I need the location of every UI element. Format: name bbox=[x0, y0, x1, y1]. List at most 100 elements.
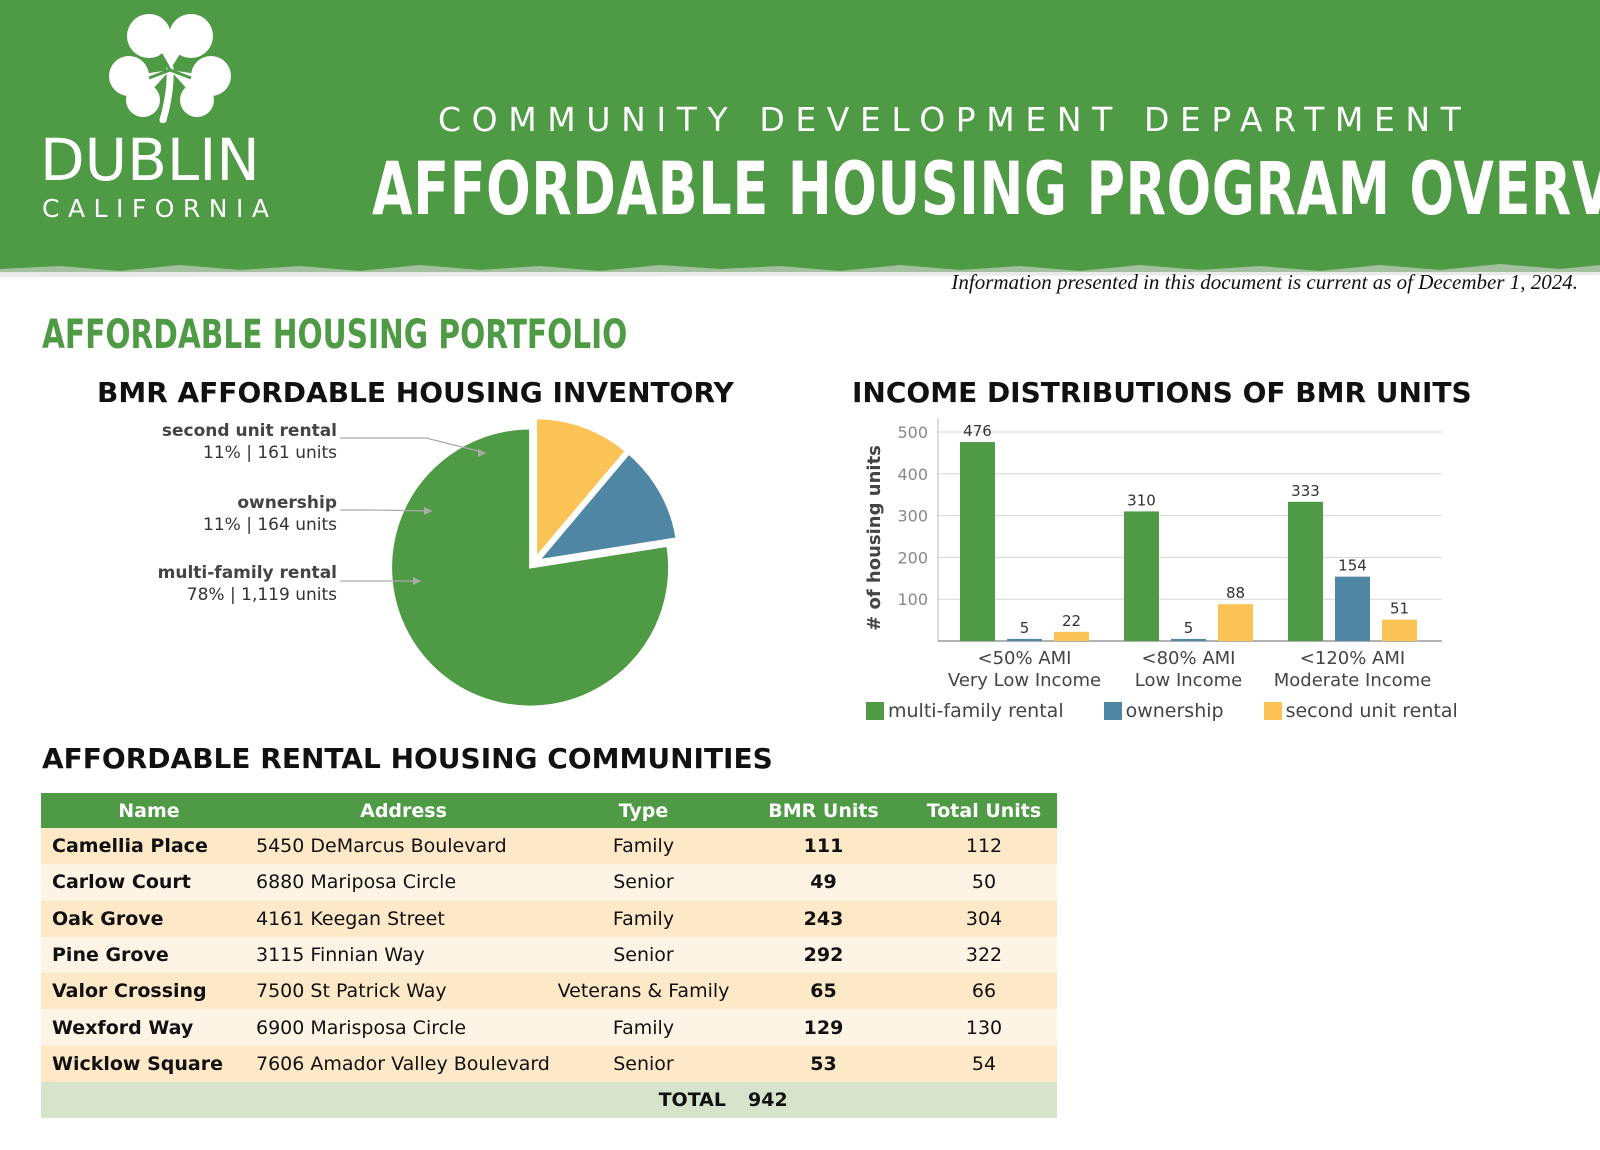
y-axis-label: # of housing units bbox=[864, 445, 885, 631]
pie-label-name: second unit rental bbox=[161, 421, 337, 441]
pie-chart bbox=[340, 417, 678, 708]
pie-leader-arrow bbox=[424, 507, 432, 515]
pie-slice-multi-family-rental bbox=[390, 427, 671, 708]
bar bbox=[1054, 631, 1089, 641]
cell-name: Wexford Way bbox=[41, 1009, 246, 1046]
pie-leader-line bbox=[340, 437, 487, 454]
table-row: Wexford Way 6900 Marisposa Circle Family… bbox=[41, 1009, 1057, 1046]
legend-item: ownership bbox=[1103, 700, 1224, 722]
cell-address: 3115 Finnian Way bbox=[246, 936, 551, 974]
cell-bmr-units: 292 bbox=[736, 936, 911, 974]
table-row: Pine Grove 3115 Finnian Way Senior 292 3… bbox=[41, 936, 1057, 974]
bar-value-label: 310 bbox=[1127, 491, 1156, 509]
pie-label-ownership: ownership 11% | 164 units bbox=[0, 492, 337, 536]
y-tick-label: 300 bbox=[897, 507, 928, 526]
cell-total-units: 304 bbox=[911, 900, 1057, 937]
total-label: TOTAL bbox=[41, 1082, 736, 1119]
cell-address: 6900 Marisposa Circle bbox=[246, 1009, 551, 1046]
cell-name: Oak Grove bbox=[41, 900, 246, 937]
cell-name: Wicklow Square bbox=[41, 1045, 246, 1083]
column-header-address: Address bbox=[246, 793, 551, 828]
header-banner: DUBLIN CALIFORNIA COMMUNITY DEVELOPMENT … bbox=[0, 0, 1600, 272]
cell-bmr-units: 53 bbox=[736, 1045, 911, 1083]
table-header-row: Name Address Type BMR Units Total Units bbox=[41, 793, 1057, 828]
x-tick-label: <50% AMI bbox=[978, 648, 1072, 669]
cell-bmr-units: 129 bbox=[736, 1009, 911, 1046]
y-tick-label: 200 bbox=[897, 548, 928, 567]
pie-label-separator: | bbox=[246, 443, 252, 463]
bar-chart-title: INCOME DISTRIBUTIONS OF BMR UNITS bbox=[852, 376, 1472, 409]
cell-address: 6880 Mariposa Circle bbox=[246, 864, 551, 901]
cell-type: Senior bbox=[551, 936, 736, 974]
cell-name: Valor Crossing bbox=[41, 973, 246, 1010]
bar-value-label: 333 bbox=[1291, 482, 1320, 500]
logo-title: DUBLIN bbox=[40, 126, 260, 194]
bar bbox=[1382, 619, 1417, 641]
cell-address: 5450 DeMarcus Boulevard bbox=[246, 828, 551, 865]
table-row: Oak Grove 4161 Keegan Street Family 243 … bbox=[41, 900, 1057, 937]
pie-label-separator: | bbox=[229, 585, 236, 605]
cell-total-units: 112 bbox=[911, 828, 1057, 865]
cell-bmr-units: 65 bbox=[736, 973, 911, 1010]
cell-bmr-units: 49 bbox=[736, 864, 911, 901]
pie-label-separator: | bbox=[246, 515, 252, 535]
cell-type: Family bbox=[551, 900, 736, 937]
column-header-bmr-units: BMR Units bbox=[736, 793, 911, 828]
legend-swatch bbox=[866, 702, 884, 720]
cell-name: Pine Grove bbox=[41, 936, 246, 974]
bar bbox=[1007, 638, 1042, 641]
bar-chart: 100 200 300 400 500 # of housing units 476 5 22 <… bbox=[864, 418, 1442, 691]
cell-name: Carlow Court bbox=[41, 864, 246, 901]
cell-total-units: 322 bbox=[911, 936, 1057, 974]
bar-value-label: 51 bbox=[1390, 600, 1409, 618]
x-tick-sublabel: Low Income bbox=[1135, 670, 1242, 691]
bar-value-label: 5 bbox=[1184, 619, 1194, 637]
y-tick-label: 100 bbox=[897, 590, 928, 609]
pie-slice-ownership bbox=[536, 452, 678, 562]
bar bbox=[1218, 604, 1253, 641]
bar-value-label: 22 bbox=[1062, 612, 1081, 630]
bar bbox=[1171, 638, 1206, 641]
legend-swatch bbox=[1103, 702, 1122, 720]
department-name: COMMUNITY DEVELOPMENT DEPARTMENT bbox=[438, 100, 1472, 139]
cell-type: Family bbox=[551, 828, 736, 865]
bar-value-label: 88 bbox=[1226, 584, 1245, 602]
bar bbox=[1288, 501, 1323, 641]
section-title: AFFORDABLE HOUSING PORTFOLIO bbox=[42, 312, 628, 358]
bar-chart-legend: multi-family rental ownership second uni… bbox=[866, 700, 1498, 722]
banner-rough-edge bbox=[0, 255, 1600, 277]
table-title: AFFORDABLE RENTAL HOUSING COMMUNITIES bbox=[42, 742, 773, 775]
bar bbox=[1335, 576, 1370, 641]
cell-type: Senior bbox=[551, 1045, 736, 1083]
legend-swatch bbox=[1263, 702, 1282, 720]
table-row: Valor Crossing 7500 St Patrick Way Veter… bbox=[41, 973, 1057, 1010]
legend-item: second unit rental bbox=[1263, 700, 1458, 722]
pie-label-multi-family: multi-family rental 78% | 1,119 units bbox=[0, 562, 337, 606]
table-row: Carlow Court 6880 Mariposa Circle Senior… bbox=[41, 864, 1057, 901]
communities-table: Name Address Type BMR Units Total Units … bbox=[41, 793, 1057, 1119]
cell-bmr-units: 243 bbox=[736, 900, 911, 937]
shamrock-icon bbox=[109, 14, 231, 123]
cell-address: 7606 Amador Valley Boulevard bbox=[246, 1045, 551, 1083]
pie-label-units: 164 units bbox=[257, 515, 337, 535]
cell-total-units: 130 bbox=[911, 1009, 1057, 1046]
pie-label-percent: 11% bbox=[203, 443, 241, 463]
cell-address: 7500 St Patrick Way bbox=[246, 973, 551, 1010]
y-tick-label: 500 bbox=[897, 423, 928, 442]
cell-total-units: 50 bbox=[911, 864, 1057, 901]
pie-label-units: 161 units bbox=[257, 443, 337, 463]
cell-type: Senior bbox=[551, 864, 736, 901]
column-header-type: Type bbox=[551, 793, 736, 828]
cell-total-units: 54 bbox=[911, 1045, 1057, 1083]
pie-slice-second-unit-rental bbox=[535, 417, 628, 561]
cell-address: 4161 Keegan Street bbox=[246, 900, 551, 937]
y-tick-label: 400 bbox=[897, 465, 928, 484]
cell-type: Veterans & Family bbox=[551, 973, 736, 1010]
pie-leader-arrow bbox=[478, 449, 486, 457]
bar-value-label: 476 bbox=[963, 422, 992, 440]
bar-value-label: 154 bbox=[1338, 557, 1367, 575]
cell-bmr-units: 111 bbox=[736, 828, 911, 865]
pie-label-name: ownership bbox=[237, 493, 337, 513]
table-row: Wicklow Square 7606 Amador Valley Boulev… bbox=[41, 1045, 1057, 1083]
pie-label-units: 1,119 units bbox=[241, 585, 337, 605]
